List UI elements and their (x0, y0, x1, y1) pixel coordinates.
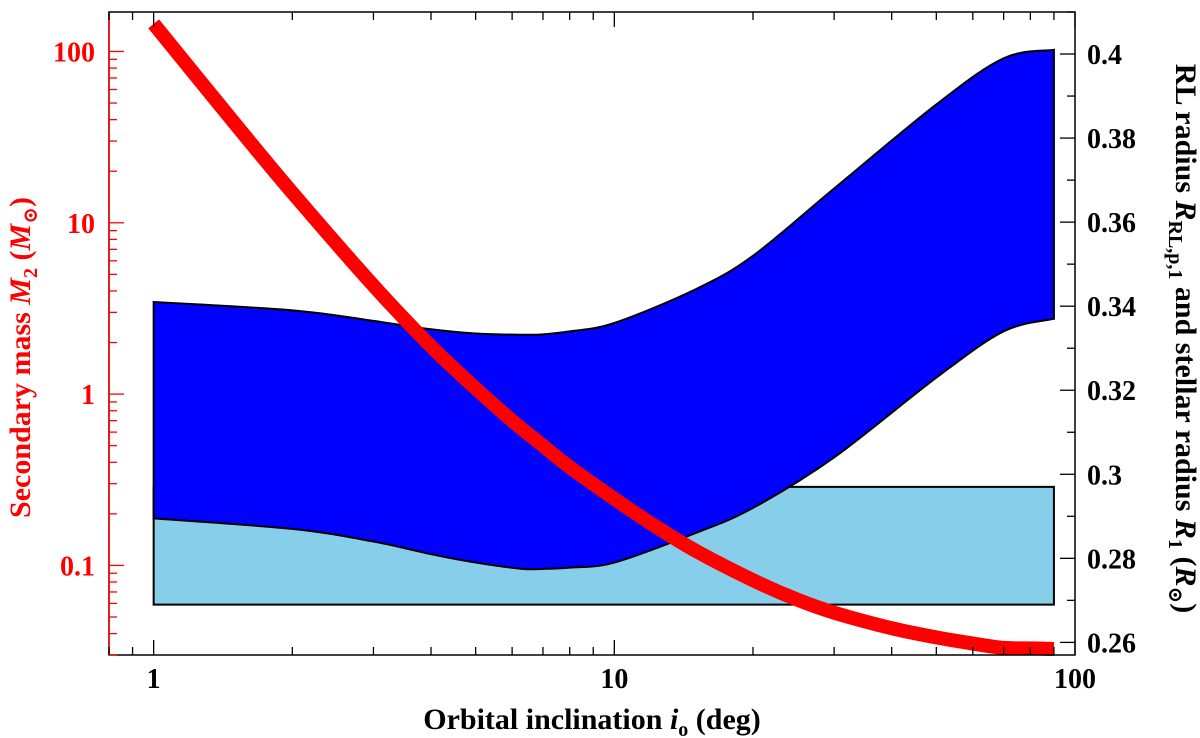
right-tick-label: 0.34 (1087, 292, 1136, 323)
right-tick-label: 0.4 (1087, 40, 1122, 71)
axis-labels: Orbital inclination io (deg) Secondary m… (4, 64, 1200, 738)
x-tick-label: 100 (1054, 664, 1096, 695)
right-tick-label: 0.28 (1087, 544, 1136, 575)
right-axis-label: RL radius RRL,p,1 and stellar radius R1 … (1164, 64, 1200, 613)
x-tick-label: 10 (600, 664, 628, 695)
left-tick-label: 100 (53, 37, 95, 68)
left-tick-label: 0.1 (60, 551, 95, 582)
axes: 1 10 100 0.1 1 10 100 0.26 0.28 0.3 0.32 0.34 0.36… (53, 11, 1136, 695)
x-axis-ticks: 1 10 100 (108, 12, 1096, 695)
left-axis-label: Secondary mass M2 (M⊙) (4, 197, 42, 518)
right-tick-label: 0.38 (1087, 124, 1136, 155)
lines (148, 19, 1055, 657)
right-tick-label: 0.36 (1087, 208, 1136, 239)
right-tick-label: 0.3 (1087, 460, 1122, 491)
right-tick-label: 0.32 (1087, 376, 1136, 407)
plot-area (148, 19, 1055, 657)
x-axis-label: Orbital inclination io (deg) (423, 703, 761, 738)
rl-band (152, 48, 1055, 571)
right-axis-ticks: 0.26 0.28 0.3 0.32 0.34 0.36 0.38 0.4 (1060, 11, 1136, 659)
mass-curve (148, 19, 1055, 657)
left-tick-label: 1 (81, 380, 95, 411)
left-axis-ticks: 0.1 1 10 100 (53, 37, 124, 656)
x-tick-label: 1 (147, 664, 161, 695)
bands (152, 48, 1055, 606)
right-tick-label: 0.26 (1087, 628, 1136, 659)
left-tick-label: 10 (67, 209, 95, 240)
